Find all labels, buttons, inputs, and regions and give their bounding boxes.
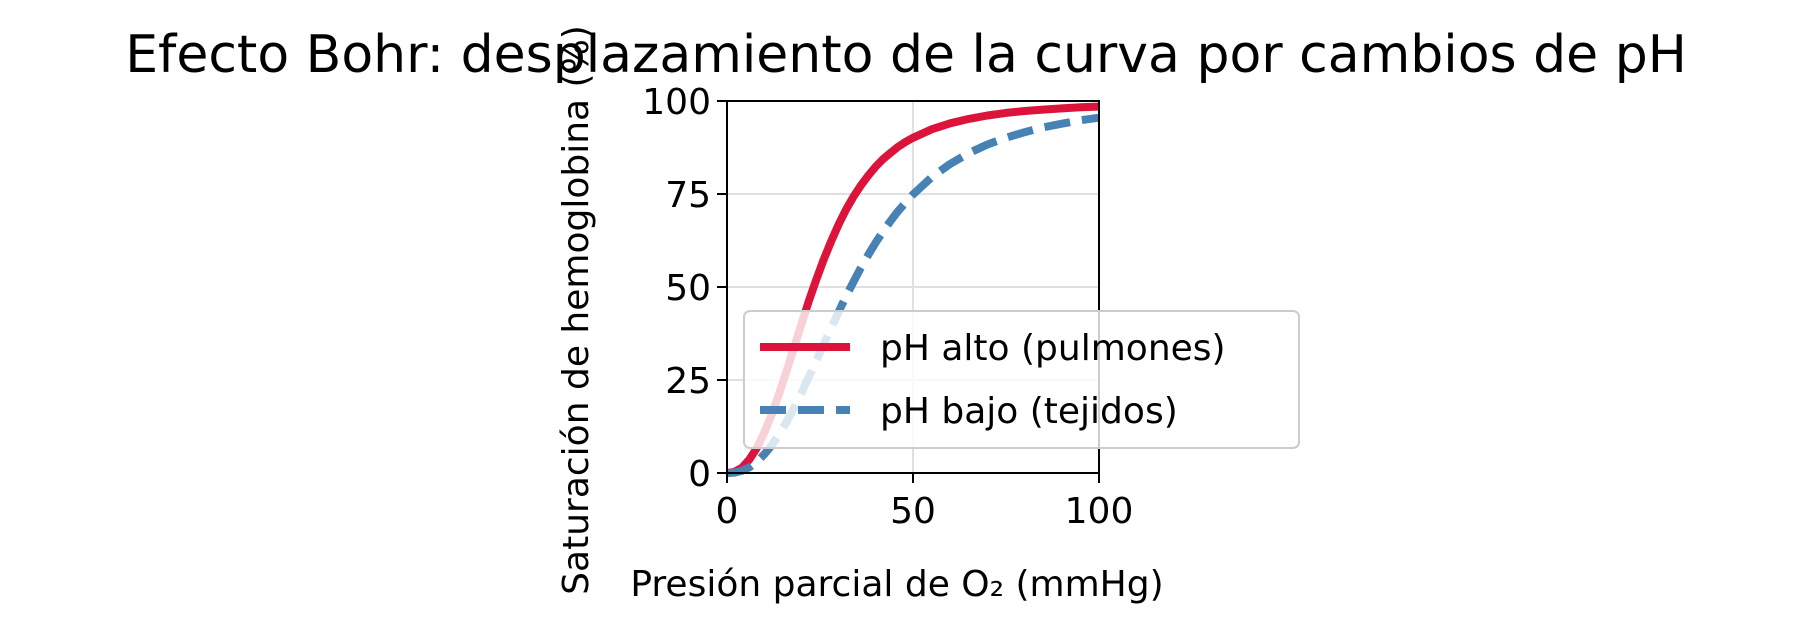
x-axis-ticks: 0 50 100 (716, 473, 1134, 532)
y-axis-ticks: 0 25 50 75 100 (642, 82, 727, 495)
x-tick-label-0: 0 (716, 491, 739, 532)
chart-title: Efecto Bohr: desplazamiento de la curva … (125, 25, 1687, 85)
y-tick-label-4: 100 (642, 82, 711, 123)
legend-label-low-ph: pH bajo (tejidos) (880, 391, 1178, 432)
y-axis-label: Saturación de hemoglobina (%) (556, 25, 597, 595)
x-tick-label-1: 50 (890, 491, 936, 532)
y-tick-label-2: 50 (665, 268, 711, 309)
y-tick-label-3: 75 (665, 175, 711, 216)
y-tick-label-0: 0 (688, 454, 711, 495)
legend-box (743, 310, 1300, 449)
legend: pH alto (pulmones) pH bajo (tejidos) (743, 310, 1300, 449)
legend-label-high-ph: pH alto (pulmones) (880, 328, 1226, 369)
x-tick-label-2: 100 (1065, 491, 1134, 532)
y-tick-label-1: 25 (665, 361, 711, 402)
x-axis-label: Presión parcial de O₂ (mmHg) (630, 564, 1163, 605)
